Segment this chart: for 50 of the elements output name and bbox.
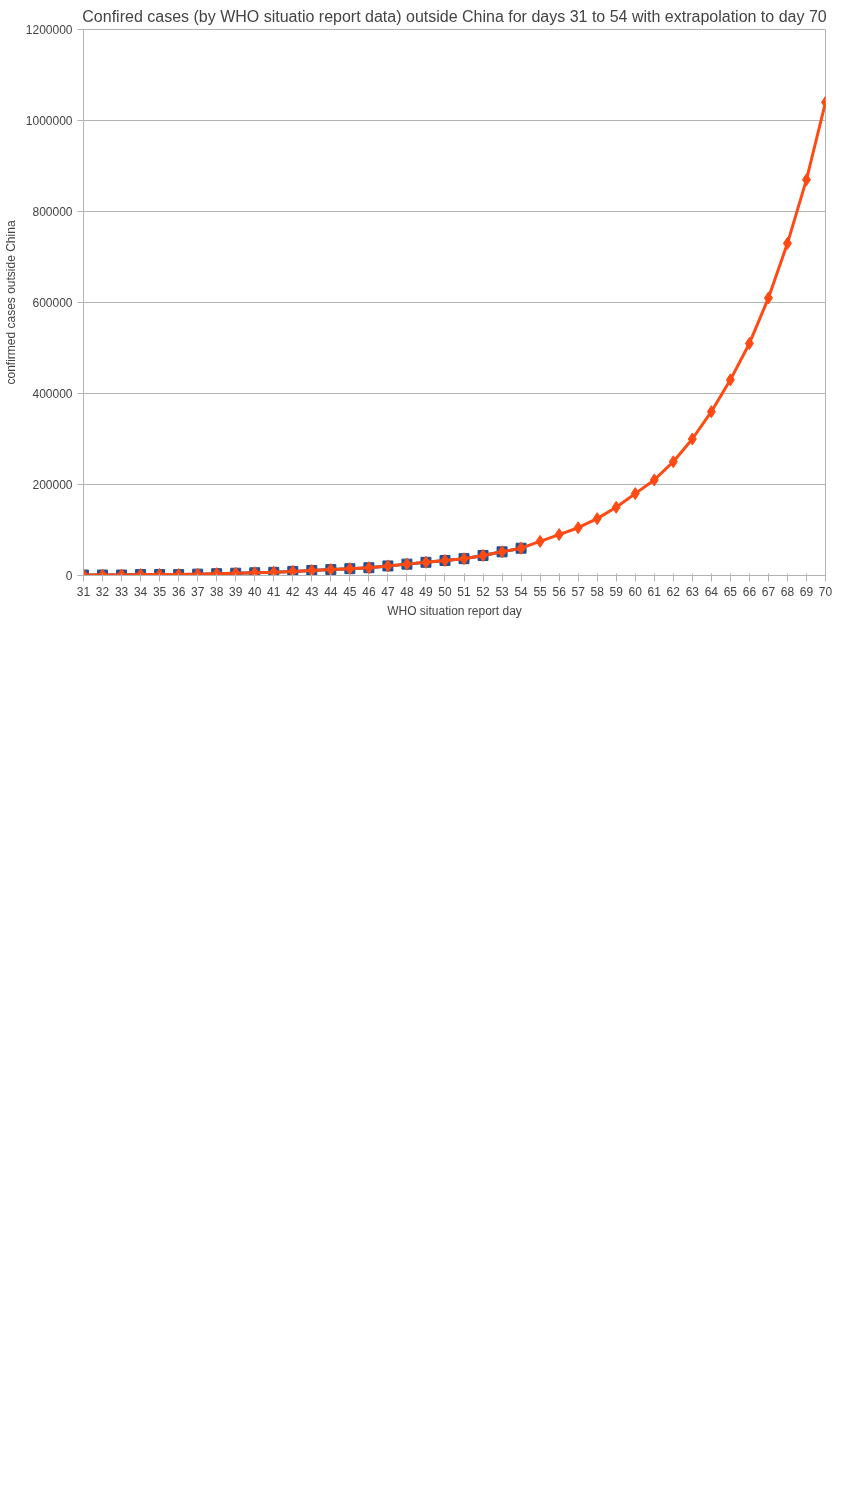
x-tick-label: 48 bbox=[400, 584, 414, 599]
x-tick-label: 41 bbox=[267, 584, 281, 599]
x-axis-title: WHO situation report day bbox=[387, 603, 522, 618]
x-tick-label: 55 bbox=[533, 584, 548, 599]
x-tick-label: 47 bbox=[381, 584, 395, 599]
x-tick-label: 35 bbox=[152, 584, 167, 599]
x-tick-label: 67 bbox=[761, 584, 776, 599]
x-tick-label: 54 bbox=[514, 584, 529, 599]
y-axis-title: confirmed cases outside China bbox=[3, 220, 18, 385]
chart-title: Confired cases (by WHO situatio report data) outside China for days 31 to 54 with extrapolation to day 70 bbox=[82, 7, 827, 25]
x-tick-label: 31 bbox=[76, 584, 91, 599]
x-tick-label: 70 bbox=[818, 584, 833, 599]
x-tick-label: 32 bbox=[95, 584, 110, 599]
x-tick-label: 61 bbox=[647, 584, 662, 599]
x-tick-label: 56 bbox=[552, 584, 567, 599]
x-tick-label: 38 bbox=[210, 584, 224, 599]
x-tick-label: 57 bbox=[571, 584, 586, 599]
x-tick-label: 37 bbox=[190, 584, 205, 599]
y-tick-label: 0 bbox=[65, 569, 73, 583]
x-tick-label: 64 bbox=[704, 584, 719, 599]
y-tick-label: 400000 bbox=[32, 387, 73, 401]
x-tick-label: 52 bbox=[476, 584, 491, 599]
x-tick-label: 46 bbox=[362, 584, 376, 599]
y-tick-label: 200000 bbox=[32, 478, 73, 492]
x-tick-label: 44 bbox=[324, 584, 338, 599]
x-tick-label: 62 bbox=[666, 584, 681, 599]
x-tick-label: 59 bbox=[609, 584, 624, 599]
y-tick-label: 1000000 bbox=[25, 114, 73, 128]
x-tick-label: 43 bbox=[305, 584, 319, 599]
x-tick-label: 50 bbox=[438, 584, 452, 599]
x-tick-label: 36 bbox=[171, 584, 186, 599]
x-tick-label: 49 bbox=[419, 584, 433, 599]
y-tick-label: 800000 bbox=[32, 205, 73, 219]
x-tick-label: 58 bbox=[590, 584, 605, 599]
y-tick-label: 1200000 bbox=[25, 23, 73, 37]
x-tick-label: 45 bbox=[343, 584, 357, 599]
x-tick-label: 34 bbox=[133, 584, 148, 599]
y-tick-label: 600000 bbox=[32, 296, 73, 310]
x-tick-label: 51 bbox=[457, 584, 472, 599]
x-tick-label: 68 bbox=[780, 584, 795, 599]
x-tick-label: 39 bbox=[229, 584, 243, 599]
x-tick-label: 53 bbox=[495, 584, 510, 599]
x-tick-label: 66 bbox=[742, 584, 757, 599]
x-tick-label: 60 bbox=[628, 584, 643, 599]
x-tick-label: 63 bbox=[685, 584, 700, 599]
x-tick-label: 33 bbox=[114, 584, 129, 599]
x-tick-label: 65 bbox=[723, 584, 738, 599]
x-tick-label: 40 bbox=[248, 584, 262, 599]
x-tick-label: 69 bbox=[799, 584, 814, 599]
x-tick-label: 42 bbox=[286, 584, 300, 599]
